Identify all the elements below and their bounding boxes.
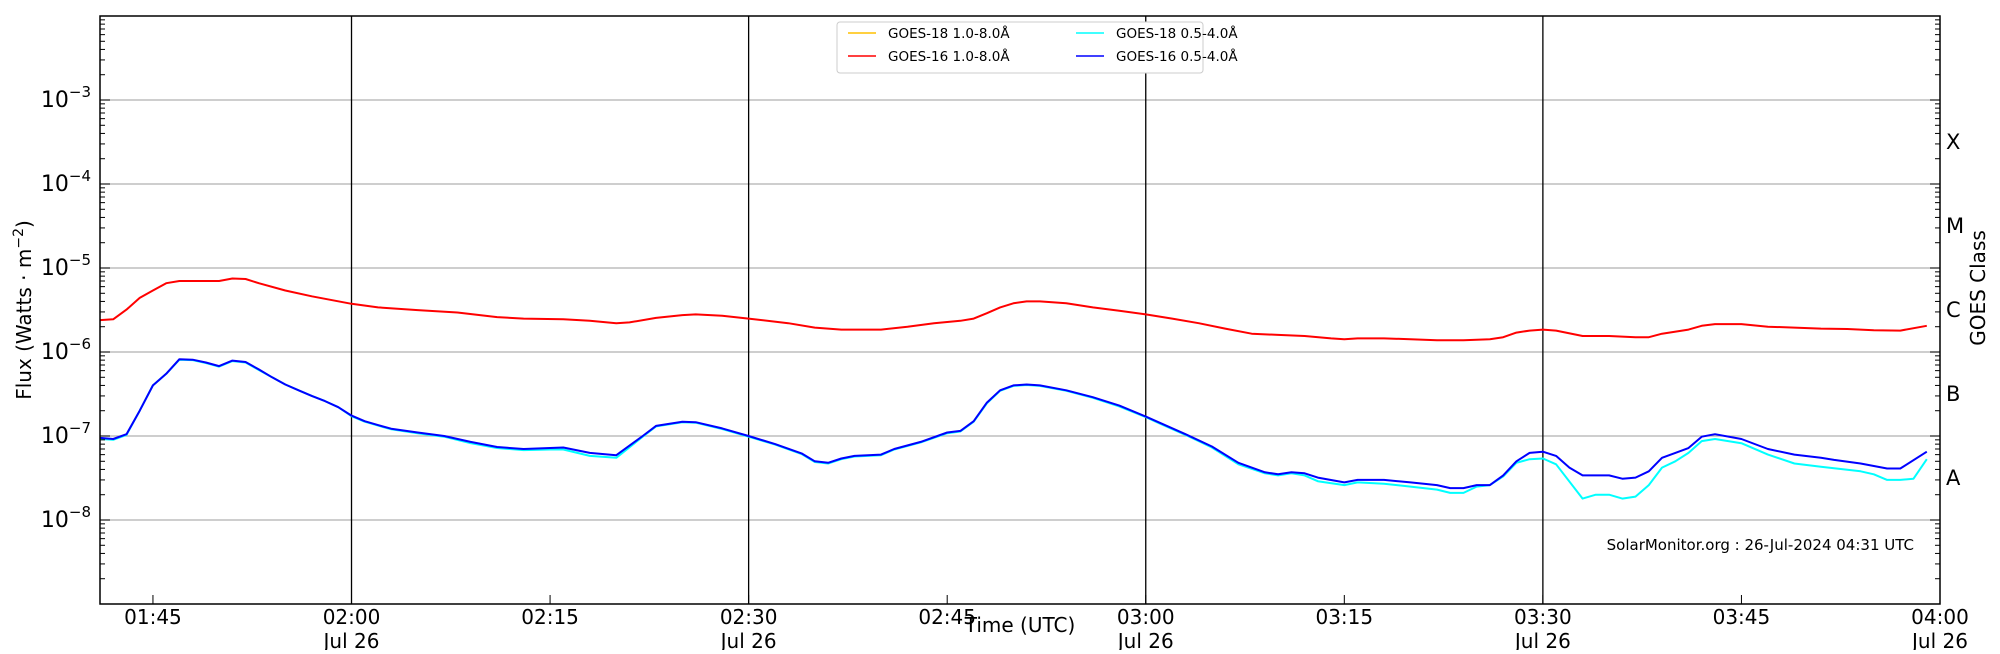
y-tick-exponent: −8 <box>69 503 91 521</box>
plot-frame <box>99 15 1941 605</box>
y-tick-labels: 10−810−710−610−510−410−3 <box>41 83 91 533</box>
day-hour-lines <box>350 16 1544 604</box>
y-tick-base: 10 <box>41 172 69 197</box>
x-tick-label: 02:15 <box>521 605 579 629</box>
y-tick-base: 10 <box>41 340 69 365</box>
x-tick-label: 03:30 <box>1514 605 1572 629</box>
y-axis-label: Flux (Watts · m−2) <box>11 220 36 400</box>
x-tick-label: 03:45 <box>1713 605 1771 629</box>
y-tick-label: 10−4 <box>41 167 91 197</box>
x-tick-date-label: Jul 26 <box>1116 629 1174 650</box>
goes-class-label-b: B <box>1946 382 1960 406</box>
series-line-goes-18-0-5-4-0- <box>99 358 1928 500</box>
legend: GOES-18 1.0-8.0Å GOES-18 0.5-4.0Å GOES-16 … <box>836 21 1238 74</box>
y-tick-exponent: −3 <box>69 83 91 101</box>
x-tick-label: 02:30 <box>720 605 778 629</box>
legend-label: GOES-18 0.5-4.0Å <box>1116 25 1238 42</box>
watermark: SolarMonitor.org : 26-Jul-2024 04:31 UTC <box>1607 536 1914 554</box>
goes-class-label-a: A <box>1946 466 1961 490</box>
goes-class-labels: A B C M X <box>1946 130 1964 490</box>
series-lines <box>99 277 1928 500</box>
legend-box <box>836 21 1204 74</box>
y-tick-label: 10−3 <box>41 83 91 113</box>
goes-class-axis-label: GOES Class <box>1966 230 1990 346</box>
axis-ticks <box>100 15 1941 605</box>
legend-label: GOES-18 1.0-8.0Å <box>888 25 1010 42</box>
goes-class-label-c: C <box>1946 298 1961 322</box>
y-axis-label-close: ) <box>12 220 36 228</box>
y-tick-base: 10 <box>41 508 69 533</box>
y-tick-exponent: −6 <box>69 335 91 353</box>
y-tick-exponent: −7 <box>69 419 91 437</box>
x-tick-label: 02:45 <box>918 605 976 629</box>
x-tick-date-label: Jul 26 <box>719 629 777 650</box>
y-tick-label: 10−6 <box>41 335 91 365</box>
y-axis-label-text: Flux (Watts · m <box>12 249 36 400</box>
x-tick-date-label: Jul 26 <box>1910 629 1968 650</box>
y-tick-label: 10−7 <box>41 419 91 449</box>
legend-label: GOES-16 0.5-4.0Å <box>1116 48 1238 65</box>
x-tick-label: 03:15 <box>1315 605 1373 629</box>
y-tick-exponent: −5 <box>69 251 91 269</box>
grid-lines <box>100 99 1940 521</box>
y-tick-label: 10−8 <box>41 503 91 533</box>
y-axis-label-sup: −2 <box>11 228 27 249</box>
series-line-goes-16-0-5-4-0- <box>99 358 1928 490</box>
x-tick-date-label: Jul 26 <box>322 629 380 650</box>
x-tick-date-label: Jul 26 <box>1513 629 1571 650</box>
y-tick-base: 10 <box>41 88 69 113</box>
y-tick-base: 10 <box>41 424 69 449</box>
x-axis-label: Time (UTC) <box>964 613 1076 637</box>
y-tick-base: 10 <box>41 256 69 281</box>
series-line-goes-16-1-0-8-0- <box>99 277 1927 342</box>
x-tick-label: 04:00 <box>1911 605 1969 629</box>
legend-label: GOES-16 1.0-8.0Å <box>888 48 1010 65</box>
x-tick-label: 02:00 <box>323 605 381 629</box>
x-tick-label: 03:00 <box>1117 605 1175 629</box>
goes-class-label-x: X <box>1946 130 1960 154</box>
x-tick-label: 01:45 <box>124 605 182 629</box>
y-tick-exponent: −4 <box>69 167 91 185</box>
y-tick-label: 10−5 <box>41 251 91 281</box>
goes-class-label-m: M <box>1946 214 1964 238</box>
